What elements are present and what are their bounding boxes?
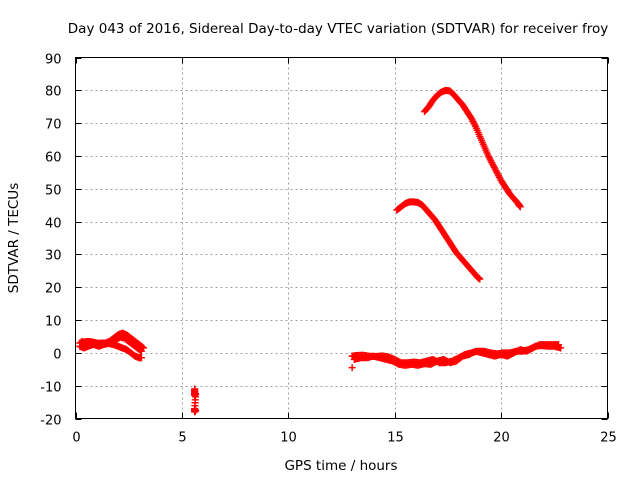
series-arc-high	[420, 86, 524, 211]
x-tick-label: 15	[387, 431, 404, 446]
y-tick-label: 10	[45, 315, 62, 330]
y-tick-label: 50	[45, 184, 62, 199]
y-tick-label: 40	[45, 217, 62, 232]
x-tick-label: 25	[600, 431, 617, 446]
x-axis-label: GPS time / hours	[284, 458, 397, 474]
x-tick-label: 5	[178, 431, 186, 446]
plot-frame	[75, 57, 608, 419]
data-point	[137, 354, 145, 362]
data-point	[192, 406, 200, 414]
series-midday	[191, 385, 200, 416]
grid-layer	[75, 57, 608, 419]
series-outlier	[348, 364, 356, 372]
series-early-c	[78, 333, 145, 355]
data-point	[476, 275, 484, 283]
data-point	[137, 347, 145, 355]
y-tick-label: 80	[45, 85, 62, 100]
y-axis-label: SDTVAR / TECUs	[6, 183, 22, 293]
y-tick-label: -10	[40, 381, 61, 396]
points-layer	[76, 86, 565, 416]
y-tick-label: 90	[45, 53, 62, 68]
tick-layer: 0 5 10 15 20 25 -20 -10 0 10 20 30 40 50 60 70 80 90	[40, 53, 617, 446]
x-tick-label: 10	[280, 431, 297, 446]
data-point	[555, 341, 563, 349]
y-tick-label: 20	[45, 282, 62, 297]
y-tick-label: 0	[53, 348, 61, 363]
y-tick-label: 30	[45, 249, 62, 264]
y-tick-label: 70	[45, 118, 62, 133]
y-tick-label: 60	[45, 151, 62, 166]
series-arc-low	[393, 198, 484, 283]
y-tick-label: -20	[40, 414, 61, 429]
data-point	[348, 364, 356, 372]
series-afternoon-b	[350, 341, 563, 369]
data-point	[516, 203, 524, 211]
x-tick-label: 0	[72, 431, 80, 446]
x-tick-label: 20	[493, 431, 510, 446]
chart-title: Day 043 of 2016, Sidereal Day-to-day VTE…	[68, 21, 608, 37]
